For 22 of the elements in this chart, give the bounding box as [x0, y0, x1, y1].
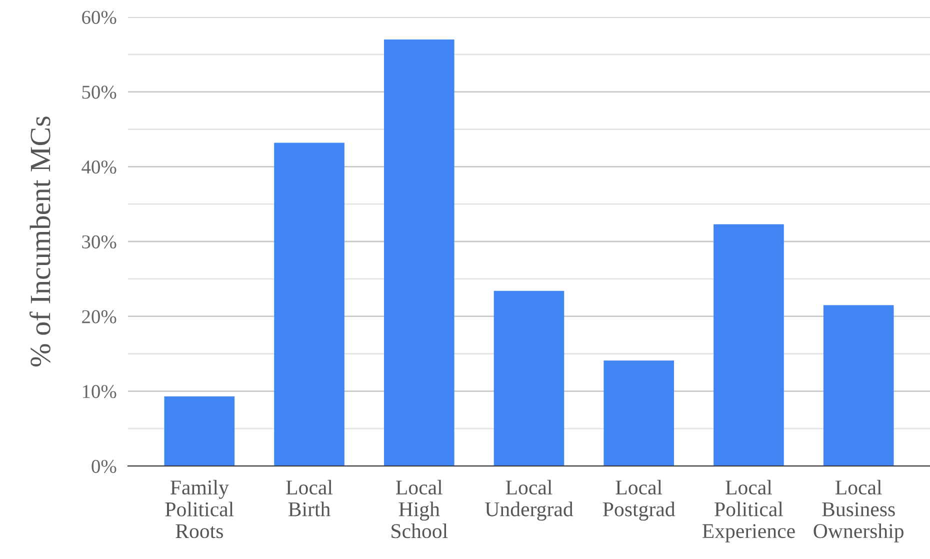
y-tick-label: 40% — [82, 160, 116, 174]
x-tick-label: Local Birth — [286, 480, 333, 516]
bar — [384, 39, 454, 466]
y-tick-label: 60% — [82, 10, 116, 24]
x-tick-label: Local Postgrad — [603, 480, 676, 521]
x-tick-label: Local Political Experience — [702, 480, 795, 542]
x-tick-label: Family Political Roots — [165, 480, 234, 538]
y-tick-label: 20% — [82, 310, 116, 324]
y-tick-label: 10% — [82, 384, 116, 398]
bar — [714, 224, 784, 466]
y-axis-title: % of Incumbent MCs — [30, 116, 50, 366]
bar — [274, 142, 344, 466]
bar — [164, 396, 235, 466]
bar — [604, 360, 674, 466]
x-tick-label: Local Business Ownership — [814, 480, 904, 542]
y-tick-label: 50% — [82, 86, 116, 99]
y-tick-label: 0% — [92, 460, 116, 473]
x-tick-label: Local High School — [392, 480, 448, 538]
bar — [494, 290, 564, 466]
y-tick-label: 30% — [82, 235, 116, 248]
x-tick-label: Local Undergrad — [485, 480, 574, 521]
bar — [823, 305, 894, 466]
